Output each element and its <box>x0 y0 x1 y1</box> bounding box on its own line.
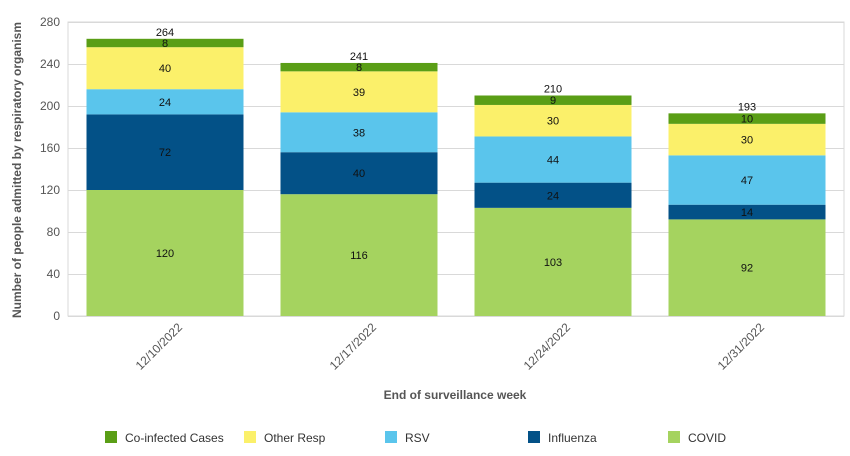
data-label: 40 <box>353 168 365 180</box>
y-tick-label: 0 <box>53 309 60 323</box>
y-tick-label: 40 <box>47 267 61 281</box>
legend-swatch-influenza <box>528 431 540 443</box>
x-axis-title: End of surveillance week <box>384 388 527 402</box>
y-tick-label: 200 <box>40 99 60 113</box>
bar-segment-covid <box>86 190 244 316</box>
total-label: 264 <box>156 27 174 39</box>
bar-segment-other-resp <box>474 104 632 137</box>
bar-segment-covid <box>668 219 826 316</box>
data-label: 38 <box>353 127 365 139</box>
data-label: 10 <box>741 114 753 126</box>
legend-swatch-rsv <box>385 431 397 443</box>
data-label: 72 <box>159 147 171 159</box>
bar-segment-influenza <box>668 204 826 220</box>
y-tick-label: 240 <box>40 57 60 71</box>
bar-segment-rsv <box>280 112 438 153</box>
data-label: 8 <box>162 38 168 50</box>
data-label: 44 <box>547 155 559 167</box>
x-tick-label: 12/31/2022 <box>715 320 768 373</box>
data-label: 9 <box>550 95 556 107</box>
bar-segment-covid <box>280 194 438 316</box>
bar-segment-rsv <box>668 155 826 205</box>
x-tick-label: 12/24/2022 <box>521 320 574 373</box>
y-axis-title: Number of people admitted by respiratory… <box>10 22 24 318</box>
bar-segment-influenza <box>86 114 244 190</box>
y-tick-label: 120 <box>40 183 60 197</box>
x-axis-ticks: 12/10/2022 12/17/2022 12/24/2022 12/31/2022 <box>133 320 768 373</box>
data-label: 116 <box>350 250 368 262</box>
bars: 1207224408264116403839824110324443092109… <box>86 27 826 316</box>
y-tick-label: 280 <box>40 15 60 29</box>
y-tick-label: 80 <box>47 225 61 239</box>
bar-segment-rsv <box>474 136 632 183</box>
bar-segment-other-resp <box>668 123 826 156</box>
bar-segment-co-infected-cases <box>668 113 826 124</box>
legend-label-co-infected-cases: Co-infected Cases <box>125 431 224 445</box>
data-label: 24 <box>547 190 559 202</box>
bar-segment-co-infected-cases <box>86 38 244 48</box>
x-tick-label: 12/17/2022 <box>327 320 380 373</box>
legend-label-rsv: RSV <box>405 431 430 445</box>
total-label: 241 <box>350 51 368 63</box>
legend-swatch-other-resp <box>244 431 256 443</box>
x-tick-label: 12/10/2022 <box>133 320 186 373</box>
data-label: 30 <box>547 116 559 128</box>
bar-segment-other-resp <box>280 71 438 113</box>
data-label: 8 <box>356 62 362 74</box>
y-axis-ticks: 0 40 80 120 160 200 240 280 <box>40 15 60 323</box>
data-label: 120 <box>156 248 174 260</box>
total-label: 210 <box>544 84 562 96</box>
bar-segment-influenza <box>280 152 438 195</box>
bar-segment-covid <box>474 207 632 316</box>
bar-segment-co-infected-cases <box>280 62 438 72</box>
data-label: 39 <box>353 87 365 99</box>
legend-swatch-covid <box>668 431 680 443</box>
bar-segment-rsv <box>86 89 244 115</box>
y-tick-label: 160 <box>40 141 60 155</box>
data-label: 92 <box>741 263 753 275</box>
data-label: 24 <box>159 97 171 109</box>
legend-label-influenza: Influenza <box>548 431 597 445</box>
legend-label-covid: COVID <box>688 431 726 445</box>
legend-label-other-resp: Other Resp <box>264 431 326 445</box>
legend-swatch-co-infected-cases <box>105 431 117 443</box>
bar-segment-influenza <box>474 182 632 208</box>
data-label: 47 <box>741 175 753 187</box>
data-label: 103 <box>544 257 562 269</box>
data-label: 14 <box>741 207 753 219</box>
data-label: 40 <box>159 63 171 75</box>
bar-segment-other-resp <box>86 47 244 90</box>
legend: Co-infected Cases Other Resp RSV Influenza C… <box>105 431 726 445</box>
data-label: 30 <box>741 135 753 147</box>
bar-segment-co-infected-cases <box>474 95 632 105</box>
total-label: 193 <box>738 101 756 113</box>
